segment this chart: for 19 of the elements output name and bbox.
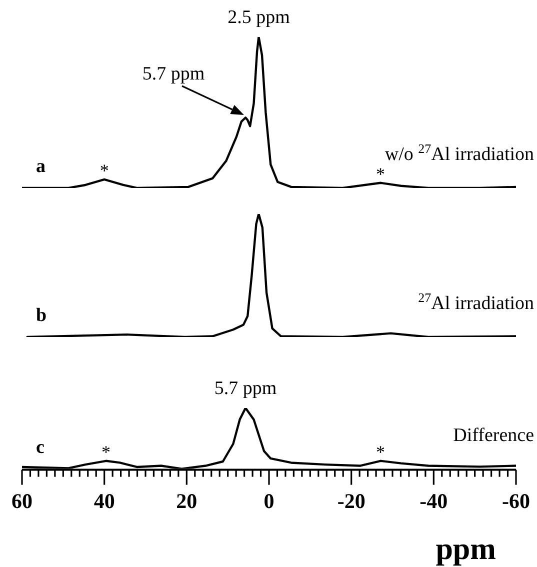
annotation: c: [36, 436, 44, 458]
x-axis-title: ppm: [436, 531, 496, 566]
x-tick-label: -40: [420, 488, 448, 513]
x-tick-label: 40: [94, 488, 115, 513]
annotation: Difference: [453, 424, 534, 446]
x-tick-label: 60: [12, 488, 32, 513]
annotation: *: [376, 442, 386, 462]
annotation: *: [100, 160, 109, 180]
annotation: *: [376, 164, 386, 184]
annotation: b: [36, 305, 47, 326]
x-tick-label: -20: [337, 488, 366, 513]
x-tick-label: 0: [264, 488, 274, 513]
annotation: *: [101, 442, 110, 462]
annotation: a: [36, 156, 46, 177]
annotation: 2.5 ppm: [228, 7, 290, 28]
annotation: 5.7 ppm: [214, 378, 277, 399]
x-tick-label: 20: [176, 488, 198, 513]
annotation: 5.7 ppm: [142, 64, 205, 85]
x-tick-label: -60: [502, 488, 530, 513]
